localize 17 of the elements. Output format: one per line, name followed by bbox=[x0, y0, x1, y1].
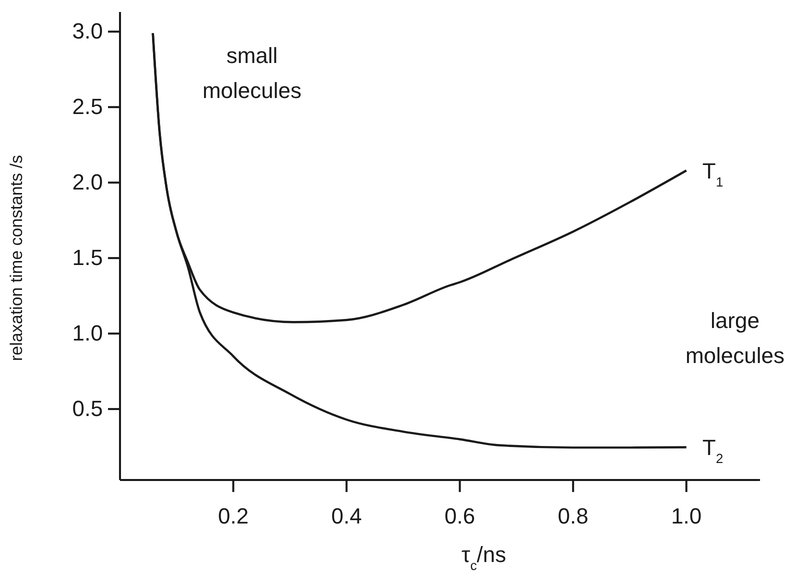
series-label: T$_{1}$ bbox=[702, 158, 724, 190]
y-tick-label: 2.5 bbox=[72, 94, 103, 120]
y-axis-title: relaxation time constants /s bbox=[7, 155, 26, 361]
x-tick-label: 1.0 bbox=[671, 504, 702, 529]
y-tick-label: 1.5 bbox=[72, 245, 103, 270]
x-tick-label: 0.4 bbox=[331, 504, 362, 529]
x-tick-label: 0.8 bbox=[558, 504, 588, 529]
x-axis-title: τ$_{c}$/ns bbox=[461, 542, 506, 572]
annotation: small molecules bbox=[202, 43, 302, 104]
series-label: T$_{2}$ bbox=[702, 435, 724, 466]
y-tick-label: 1.0 bbox=[72, 320, 103, 346]
x-tick-label: 0.2 bbox=[218, 504, 249, 529]
y-tick-label: 0.5 bbox=[72, 396, 103, 422]
x-tick-label: 0.6 bbox=[444, 504, 476, 529]
y-tick-label: 2.0 bbox=[72, 170, 103, 195]
y-tick-label: 3.0 bbox=[72, 18, 103, 44]
annotation: large molecules bbox=[685, 308, 785, 368]
